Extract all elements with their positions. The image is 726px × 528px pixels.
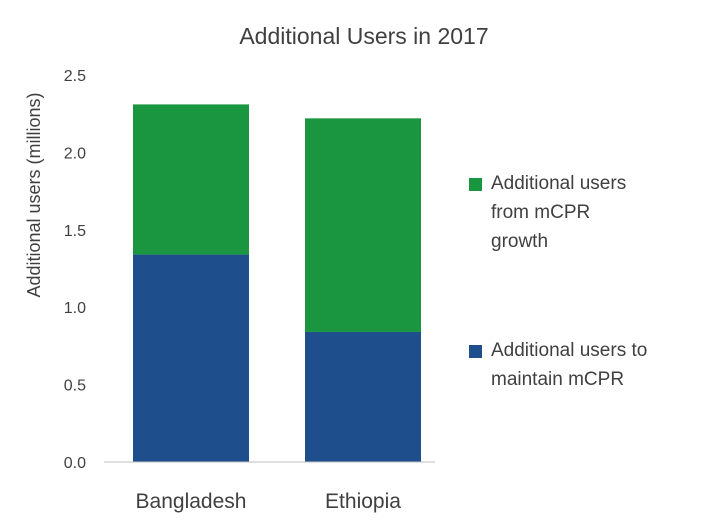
legend-label: Additional users from mCPR growth [491, 173, 626, 252]
y-tick-label: 2.5 [64, 68, 86, 85]
legend-swatch [469, 345, 482, 358]
legend: Additional users from mCPR growth Additiona… [469, 173, 647, 390]
legend-swatch [469, 178, 482, 191]
y-tick-label: 1.0 [64, 300, 86, 317]
y-tick-label: 1.5 [64, 223, 86, 240]
chart-title: Additional Users in 2017 [239, 23, 488, 49]
bar-ethiopia-series-1 [305, 118, 421, 332]
legend-label: Additional users to maintain mCPR [491, 340, 647, 390]
y-axis-label: Additional users (millions) [24, 92, 44, 297]
y-axis-ticks: 0.0 0.5 1.0 1.5 2.0 2.5 [64, 68, 86, 472]
y-tick-label: 0.5 [64, 378, 86, 395]
y-tick-label: 2.0 [64, 145, 86, 162]
y-tick-label: 0.0 [64, 455, 86, 472]
bars [133, 104, 421, 462]
bar-bangladesh-series-1 [133, 104, 249, 255]
bar-bangladesh-series-0 [133, 254, 249, 462]
x-tick-label: Ethiopia [325, 490, 401, 513]
x-axis-labels: Bangladesh Ethiopia [136, 490, 402, 513]
x-tick-label: Bangladesh [136, 490, 247, 513]
bar-ethiopia-series-0 [305, 331, 421, 462]
